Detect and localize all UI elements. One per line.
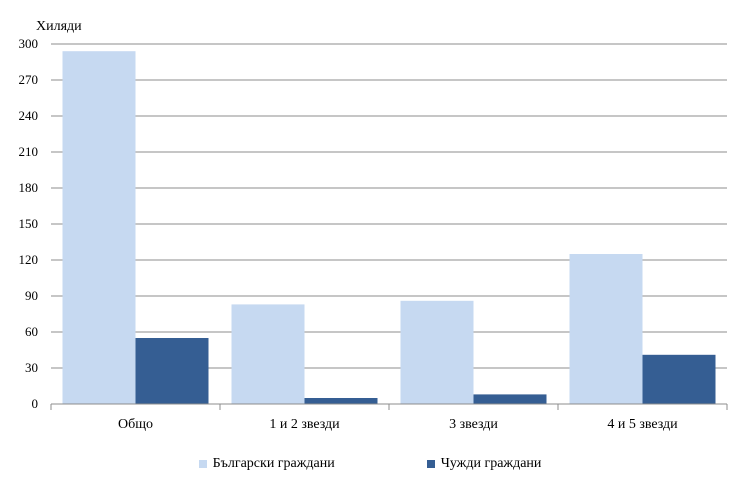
- y-tick-label: 60: [25, 324, 38, 339]
- bar-foreign: [642, 354, 716, 404]
- y-tick-label: 120: [19, 252, 39, 267]
- legend-label-foreign: Чужди граждани: [440, 456, 542, 471]
- bars: [62, 51, 716, 404]
- y-axis-ticks: 0 30 60 90 120 150 180 210 240 270 300: [19, 36, 39, 411]
- legend: Български граждани Чужди граждани: [0, 454, 740, 474]
- x-axis: [50, 403, 728, 410]
- y-tick-label: 180: [19, 180, 39, 195]
- y-tick-label: 150: [19, 216, 39, 231]
- legend-swatch-bulgarian: [198, 460, 207, 468]
- x-axis-categories: Общо 1 и 2 звезди 3 звезди 4 и 5 звезди: [118, 417, 678, 432]
- gridlines: [51, 43, 727, 369]
- bar-chart: Хиляди 0 30 60 90 120 150 180 210 240 270 300 Общо…: [19, 19, 728, 432]
- bar-foreign: [304, 398, 378, 404]
- y-tick-label: 0: [32, 396, 39, 411]
- y-tick-label: 270: [19, 72, 39, 87]
- bar-bulgarian: [400, 300, 474, 404]
- legend-label-bulgarian: Български граждани: [212, 456, 335, 471]
- legend-item-bulgarian: Български граждани: [198, 456, 335, 472]
- bar-foreign: [473, 394, 547, 404]
- y-tick-label: 240: [19, 108, 39, 123]
- y-tick-label: 300: [19, 36, 39, 51]
- legend-swatch-foreign: [426, 460, 435, 468]
- bar-bulgarian: [231, 304, 305, 404]
- bar-bulgarian: [569, 254, 643, 404]
- x-category-label: 3 звезди: [449, 417, 498, 432]
- y-tick-label: 90: [25, 288, 38, 303]
- y-tick-label: 210: [19, 144, 39, 159]
- legend-item-foreign: Чужди граждани: [426, 456, 542, 472]
- x-category-label: 4 и 5 звезди: [607, 417, 678, 432]
- y-unit-label: Хиляди: [36, 19, 82, 34]
- bar-foreign: [135, 338, 209, 404]
- x-category-label: 1 и 2 звезди: [269, 417, 340, 432]
- y-tick-label: 30: [25, 360, 38, 375]
- bar-bulgarian: [62, 51, 136, 404]
- x-category-label: Общо: [118, 417, 153, 432]
